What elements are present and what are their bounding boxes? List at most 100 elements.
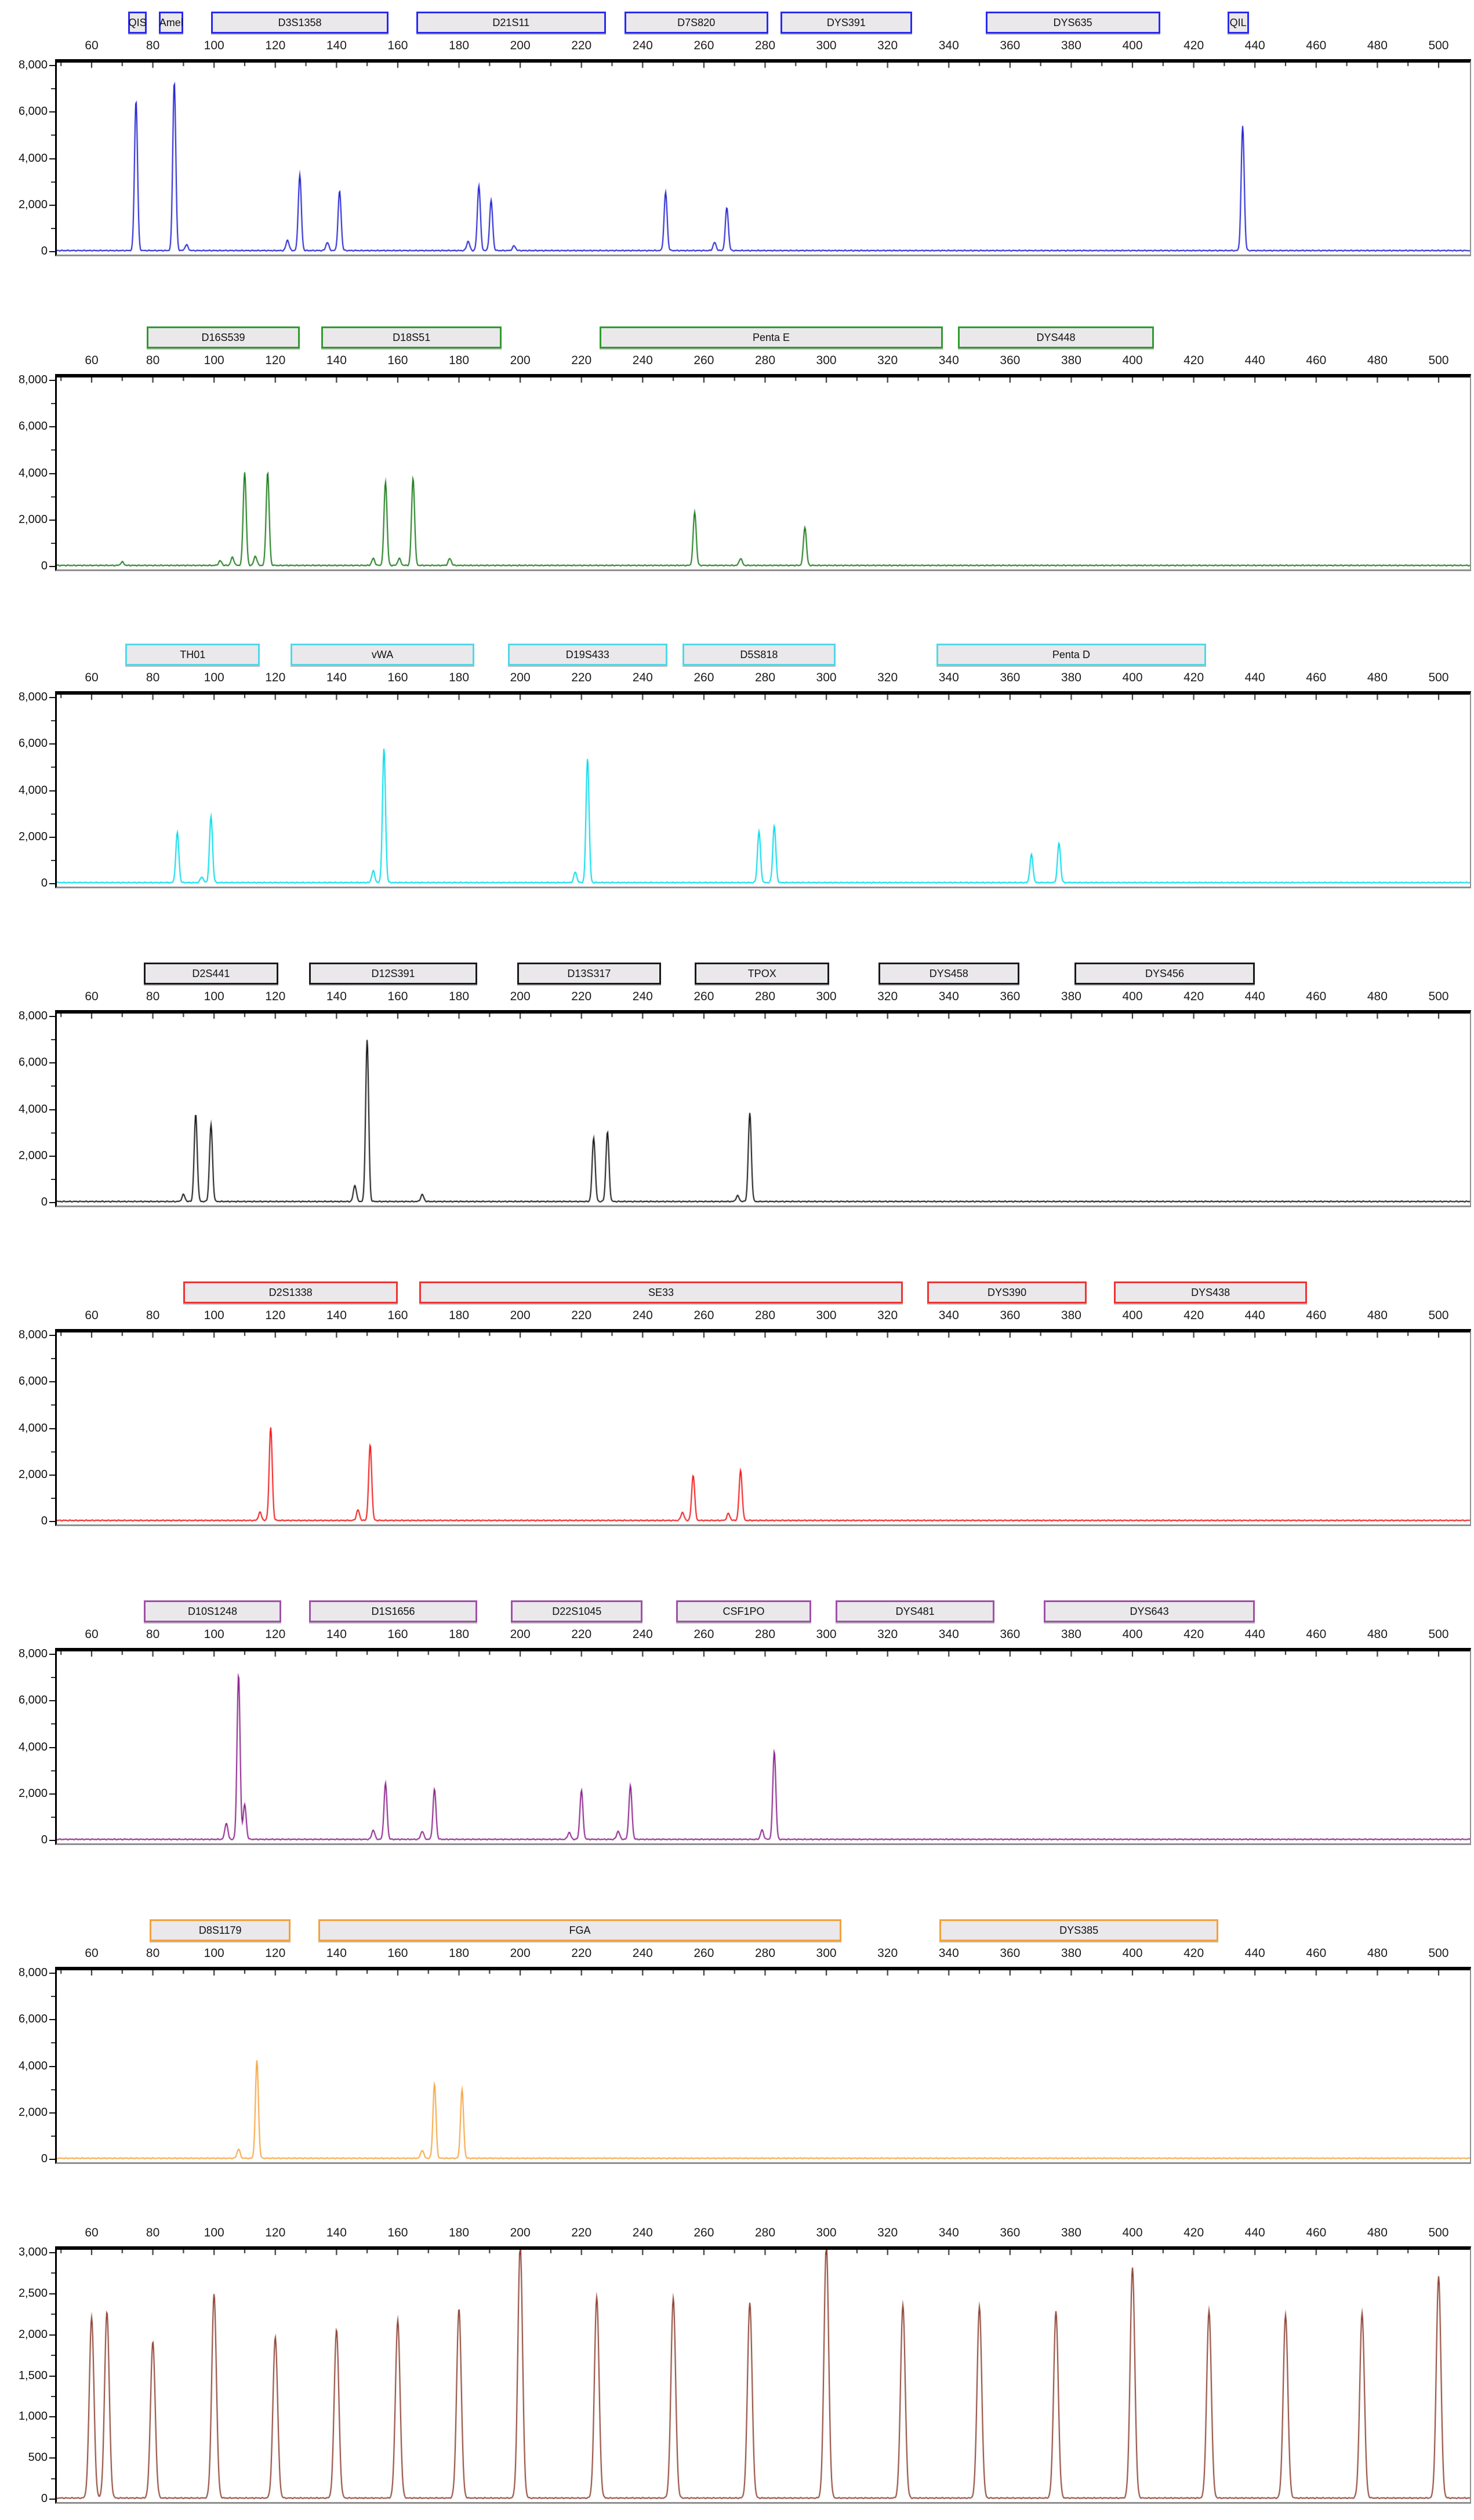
marker-box-amel[interactable]: Amel xyxy=(159,12,184,34)
x-tick-label: 160 xyxy=(387,671,408,684)
marker-box-d21s11[interactable]: D21S11 xyxy=(416,12,606,34)
marker-box-d10s1248[interactable]: D10S1248 xyxy=(143,1600,282,1622)
y-minor-tick xyxy=(51,720,55,722)
marker-box-penta-d[interactable]: Penta D xyxy=(936,644,1206,666)
y-tick-mark xyxy=(49,1109,55,1110)
marker-box-dys458[interactable]: DYS458 xyxy=(878,963,1019,985)
y-tick-label: 2,000 xyxy=(18,830,48,843)
marker-box-csf1po[interactable]: CSF1PO xyxy=(676,1600,811,1622)
x-tick-label: 160 xyxy=(387,2226,408,2239)
y-minor-tick xyxy=(51,227,55,229)
x-tick-label: 60 xyxy=(85,990,99,1003)
marker-box-d1s1656[interactable]: D1S1656 xyxy=(308,1600,478,1622)
marker-box-d2s441[interactable]: D2S441 xyxy=(143,963,279,985)
marker-label: D19S433 xyxy=(565,649,609,660)
y-tick-label: 3,000 xyxy=(18,2246,48,2258)
x-tick-label: 380 xyxy=(1061,39,1081,52)
marker-label: D8S1179 xyxy=(198,1925,242,1936)
x-tick-label: 160 xyxy=(387,354,408,367)
marker-box-dys635[interactable]: DYS635 xyxy=(985,12,1160,34)
y-tick-label: 8,000 xyxy=(18,1966,48,1979)
marker-box-vwa[interactable]: vWA xyxy=(291,644,474,666)
x-tick-label: 360 xyxy=(1000,671,1021,684)
y-minor-tick xyxy=(51,1085,55,1087)
y-tick-mark xyxy=(49,2457,55,2459)
x-tick-label: 340 xyxy=(938,2226,959,2239)
y-tick-label: 8,000 xyxy=(18,1010,48,1022)
marker-box-d2s1338[interactable]: D2S1338 xyxy=(183,1281,398,1303)
x-tick-label: 240 xyxy=(632,354,653,367)
marker-box-dys643[interactable]: DYS643 xyxy=(1043,1600,1255,1622)
marker-box-d3s1358[interactable]: D3S1358 xyxy=(210,12,389,34)
x-tick-label: 280 xyxy=(754,1628,776,1641)
y-tick-mark xyxy=(49,1973,55,1974)
x-tick-label: 320 xyxy=(877,354,898,367)
y-tick-mark xyxy=(49,519,55,521)
marker-box-se33[interactable]: SE33 xyxy=(419,1281,903,1303)
marker-box-dys385[interactable]: DYS385 xyxy=(939,1919,1218,1941)
marker-box-d18s51[interactable]: D18S51 xyxy=(321,326,502,348)
panel-size-standard: 60 80 100 120 140 160 180 200 220 240 260 280 300 320… xyxy=(0,2214,1474,2520)
x-tick-label: 140 xyxy=(326,354,347,367)
y-tick-label: 6,000 xyxy=(18,737,48,750)
x-tick-label: 440 xyxy=(1244,2226,1265,2239)
x-tick-label: 440 xyxy=(1244,39,1265,52)
y-tick-mark xyxy=(49,65,55,66)
marker-label: D2S1338 xyxy=(268,1287,313,1298)
x-tick-label: 120 xyxy=(265,39,286,52)
y-tick-mark xyxy=(49,2252,55,2253)
marker-box-dys391[interactable]: DYS391 xyxy=(780,12,912,34)
y-tick-label: 2,000 xyxy=(18,198,48,211)
marker-box-tpox[interactable]: TPOX xyxy=(695,963,830,985)
marker-label: D3S1358 xyxy=(278,17,322,28)
y-minor-tick xyxy=(51,2042,55,2044)
marker-box-d7s820[interactable]: D7S820 xyxy=(624,12,768,34)
marker-box-d19s433[interactable]: D19S433 xyxy=(508,644,667,666)
y-tick-label: 6,000 xyxy=(18,1694,48,1707)
marker-box-penta-e[interactable]: Penta E xyxy=(600,326,943,348)
marker-box-d8s1179[interactable]: D8S1179 xyxy=(150,1919,291,1941)
x-tick-label: 380 xyxy=(1061,671,1081,684)
y-tick-label: 4,000 xyxy=(18,2059,48,2072)
marker-box-d22s1045[interactable]: D22S1045 xyxy=(511,1600,643,1622)
marker-box-qis[interactable]: QIS xyxy=(128,12,147,34)
marker-box-d12s391[interactable]: D12S391 xyxy=(308,963,478,985)
marker-box-d5s818[interactable]: D5S818 xyxy=(682,644,836,666)
marker-box-d13s317[interactable]: D13S317 xyxy=(517,963,661,985)
marker-box-fga[interactable]: FGA xyxy=(318,1919,842,1941)
marker-box-dys456[interactable]: DYS456 xyxy=(1074,963,1255,985)
marker-label: QIS xyxy=(128,17,147,28)
x-tick-label: 340 xyxy=(938,39,959,52)
marker-box-dys390[interactable]: DYS390 xyxy=(927,1281,1087,1303)
x-tick-label: 160 xyxy=(387,1628,408,1641)
y-minor-tick xyxy=(51,403,55,405)
x-tick-label: 300 xyxy=(816,39,837,52)
marker-box-dys438[interactable]: DYS438 xyxy=(1114,1281,1307,1303)
marker-box-qil[interactable]: QIL xyxy=(1227,12,1249,34)
marker-label: DYS481 xyxy=(895,1606,935,1617)
y-tick-mark xyxy=(49,1016,55,1017)
marker-box-dys448[interactable]: DYS448 xyxy=(958,326,1154,348)
y-tick-label: 4,000 xyxy=(18,1740,48,1753)
y-tick-label: 6,000 xyxy=(18,2013,48,2026)
x-tick-label: 220 xyxy=(571,671,592,684)
x-tick-label: 220 xyxy=(571,1628,592,1641)
y-tick-label: 2,000 xyxy=(18,2105,48,2119)
y-minor-tick xyxy=(51,2478,55,2479)
y-minor-tick xyxy=(51,1816,55,1818)
x-tick-label: 180 xyxy=(449,990,470,1003)
y-tick-label: 0 xyxy=(41,877,48,889)
x-tick-label: 220 xyxy=(571,2226,592,2239)
marker-box-dys481[interactable]: DYS481 xyxy=(835,1600,995,1622)
x-tick-label: 440 xyxy=(1244,1947,1265,1960)
x-tick-label: 60 xyxy=(85,1309,99,1322)
y-minor-tick xyxy=(51,1497,55,1499)
y-tick-mark xyxy=(49,2065,55,2067)
marker-box-th01[interactable]: TH01 xyxy=(125,644,260,666)
x-tick-label: 200 xyxy=(510,990,531,1003)
x-tick-label: 240 xyxy=(632,990,653,1003)
x-tick-label: 160 xyxy=(387,1947,408,1960)
marker-label: TH01 xyxy=(180,649,206,660)
marker-label: D18S51 xyxy=(393,332,431,343)
marker-box-d16s539[interactable]: D16S539 xyxy=(147,326,300,348)
